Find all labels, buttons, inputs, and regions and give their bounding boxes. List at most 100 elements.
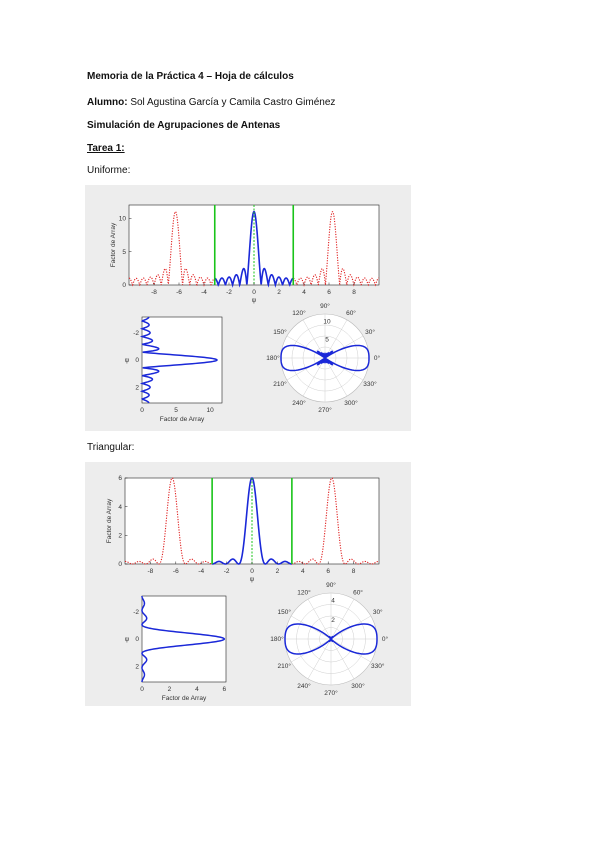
vertical-y-tick-label: 2 <box>135 385 139 392</box>
polar-angle-label: 150° <box>273 328 287 336</box>
polar-angle-label: 60° <box>353 588 363 596</box>
x-tick-label: 0 <box>250 568 254 575</box>
triangular-label: Triangular: <box>87 442 135 453</box>
section-subtitle: Simulación de Agrupaciones de Antenas <box>87 120 281 131</box>
x-tick-label: -4 <box>198 568 204 575</box>
left-grating-lobe-curve <box>128 211 215 287</box>
polar-angle-label: 300° <box>351 682 365 690</box>
vertical-x-tick-label: 5 <box>174 407 178 414</box>
polar-spoke <box>330 638 355 679</box>
polar-spoke <box>302 319 326 359</box>
triangular-figure: -8 -6 -4 -2 0 2 4 6 8 0 2 4 6 ψ Factor de Array 0 2 4 6 -2 0… <box>85 462 411 706</box>
right-grating-lobe-curve <box>293 211 380 287</box>
vertical-y-tick-label: -2 <box>133 330 139 337</box>
vertical-x-tick-label: 6 <box>223 686 227 693</box>
uniforme-label: Uniforme: <box>87 165 131 176</box>
polar-angle-label: 180° <box>266 354 280 362</box>
x-tick-label: -2 <box>226 289 232 296</box>
polar-angle-label: 90° <box>326 581 336 589</box>
x-tick-label: 2 <box>276 568 280 575</box>
x-tick-label: -8 <box>148 568 154 575</box>
polar-spoke <box>324 319 348 359</box>
polar-angle-label: 180° <box>270 635 284 643</box>
polar-spoke <box>330 599 355 640</box>
polar-pattern-curve <box>284 623 378 655</box>
polar-pattern-curve <box>280 344 370 372</box>
x-tick-label: -8 <box>151 289 157 296</box>
polar-radial-label: 10 <box>323 318 331 325</box>
x-tick-label: -2 <box>224 568 230 575</box>
polar-angle-label: 60° <box>346 309 356 317</box>
student-names: Sol Agustina García y Camila Castro Gimé… <box>127 97 336 108</box>
polar-spoke <box>324 357 348 397</box>
y-tick-label: 6 <box>118 475 122 482</box>
vertical-x-tick-label: 0 <box>140 407 144 414</box>
polar-angle-label: 240° <box>292 399 306 407</box>
y-tick-label: 0 <box>122 282 126 289</box>
document-title: Memoria de la Práctica 4 – Hoja de cálcu… <box>87 71 294 82</box>
polar-angle-label: 0° <box>374 354 381 362</box>
polar-angle-label: 30° <box>373 608 383 616</box>
polar-angle-label: 120° <box>297 588 311 596</box>
x-tick-label: 8 <box>352 289 356 296</box>
polar-angle-label: 240° <box>297 682 311 690</box>
x-tick-label: 4 <box>302 289 306 296</box>
y-axis-label: Factor de Array <box>110 222 117 267</box>
vertical-x-tick-label: 0 <box>140 686 144 693</box>
vertical-y-tick-label: -2 <box>133 609 139 616</box>
x-tick-label: 2 <box>277 289 281 296</box>
vertical-plot-area <box>141 316 223 404</box>
polar-angle-label: 90° <box>320 302 330 310</box>
x-tick-label: 4 <box>301 568 305 575</box>
polar-spoke <box>307 638 332 679</box>
vertical-y-axis-label: ψ <box>125 357 130 364</box>
x-tick-label: 6 <box>327 289 331 296</box>
vertical-x-axis-label: Factor de Array <box>160 416 205 423</box>
polar-angle-label: 210° <box>273 380 287 388</box>
vertical-y-tick-label: 0 <box>135 636 139 643</box>
polar-angle-label: 210° <box>278 662 292 670</box>
x-tick-label: 6 <box>326 568 330 575</box>
right-grating-lobe-curve <box>291 477 380 565</box>
polar-spoke <box>307 599 332 640</box>
vertical-y-tick-label: 2 <box>135 664 139 671</box>
y-tick-label: 0 <box>118 561 122 568</box>
polar-angle-label: 0° <box>382 635 389 643</box>
y-tick-label: 10 <box>119 216 127 223</box>
polar-angle-label: 330° <box>363 380 377 388</box>
x-tick-label: -6 <box>176 289 182 296</box>
x-tick-label: 0 <box>252 289 256 296</box>
task-heading: Tarea 1: <box>87 143 125 154</box>
vertical-y-axis-label: ψ <box>125 636 130 643</box>
x-tick-label: 8 <box>352 568 356 575</box>
student-line: Alumno: Sol Agustina García y Camila Cas… <box>87 97 335 108</box>
vertical-x-tick-label: 10 <box>207 407 215 414</box>
vertical-x-tick-label: 4 <box>195 686 199 693</box>
polar-angle-label: 150° <box>278 608 292 616</box>
polar-angle-label: 30° <box>365 328 375 336</box>
x-tick-label: -6 <box>173 568 179 575</box>
vertical-x-axis-label: Factor de Array <box>162 695 207 702</box>
uniforme-figure: -8 -6 -4 -2 0 2 4 6 8 0 5 10 ψ Factor de Array 0 5 10 -2 0… <box>85 185 411 431</box>
triangular-figure-svg: -8 -6 -4 -2 0 2 4 6 8 0 2 4 6 ψ Factor de Array 0 2 4 6 -2 0… <box>106 475 389 702</box>
vertical-x-tick-label: 2 <box>168 686 172 693</box>
y-tick-label: 2 <box>118 533 122 540</box>
y-tick-label: 5 <box>122 249 126 256</box>
x-tick-label: -4 <box>201 289 207 296</box>
y-axis-label: Factor de Array <box>106 498 113 543</box>
vertical-y-tick-label: 0 <box>135 357 139 364</box>
vertical-array-factor-curve <box>139 316 218 404</box>
polar-radial-label: 4 <box>331 598 335 605</box>
polar-angle-label: 330° <box>371 662 385 670</box>
vertical-array-factor-curve <box>141 595 226 683</box>
left-grating-lobe-curve <box>124 477 213 565</box>
polar-radial-label: 2 <box>331 617 335 624</box>
polar-angle-label: 300° <box>344 399 358 407</box>
x-axis-label: ψ <box>250 576 255 583</box>
polar-angle-label: 270° <box>324 689 338 697</box>
vertical-plot-area <box>141 595 227 683</box>
polar-spoke <box>302 357 326 397</box>
uniforme-figure-svg: -8 -6 -4 -2 0 2 4 6 8 0 5 10 ψ Factor de Array 0 5 10 -2 0… <box>110 204 381 423</box>
visible-region-curve <box>214 210 294 288</box>
x-axis-label: ψ <box>252 297 257 304</box>
